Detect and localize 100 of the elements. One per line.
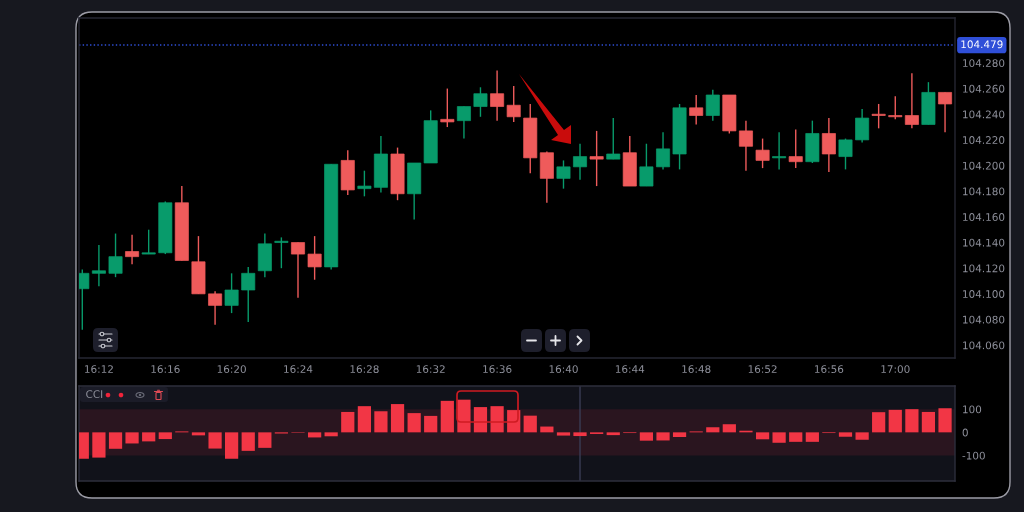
candlestick [490,69,505,122]
bar [208,432,222,449]
candlestick [506,85,521,123]
x-tick-label: 16:32 [416,365,445,374]
bar [755,432,770,440]
candlestick [871,103,886,130]
x-tick-label: 16:44 [615,365,645,374]
bar [905,409,919,433]
candlestick [755,137,770,169]
y-tick-label: 104.240 [963,110,1005,119]
x-tick-label: 16:40 [549,365,578,374]
candlestick [357,169,372,198]
y-tick-label: 104.280 [963,59,1005,68]
y-tick-label: 104.080 [963,315,1005,324]
bar [789,432,803,442]
x-tick-label: 16:52 [748,365,777,374]
text: 104.479 [961,40,1003,49]
y-tick-label: 104.160 [963,213,1005,221]
y-tick-label: 104.120 [963,264,1005,273]
bar [490,406,504,433]
bar [258,432,272,448]
candlestick [821,117,836,173]
bar [556,432,571,436]
x-tick-label: 16:48 [682,365,711,374]
bar [606,432,620,436]
bar [390,404,405,433]
bar [424,415,438,433]
bar [855,432,869,440]
candlestick [938,91,953,133]
bar [308,432,322,438]
x-tick-label: 16:56 [815,365,844,374]
candlestick [208,290,223,326]
bar [407,413,421,433]
candlestick [838,137,853,171]
y-tick-label: 104.220 [963,136,1005,144]
candlestick [556,159,571,190]
candlestick [639,143,654,187]
candlestick [108,232,123,278]
bar [938,408,952,433]
bar [473,407,488,433]
bar [921,411,936,433]
candlestick [573,143,587,181]
y-tick-label: 104.200 [963,161,1005,170]
candlestick [456,105,471,140]
y-tick-label: 100 [963,405,982,414]
bar [722,424,736,433]
bar [224,432,239,459]
candlestick [738,119,753,172]
y-tick-label: 0 [962,428,968,437]
bar [888,409,902,433]
candlestick [855,108,870,144]
bar [672,432,687,437]
bar [639,432,654,441]
bar [324,432,338,437]
candlestick [772,131,787,171]
bar [108,432,123,449]
bar [158,432,172,440]
x-tick-label: 17:00 [881,365,910,374]
bar [772,432,786,443]
x-tick-label: 16:36 [483,365,512,374]
bar [523,415,537,433]
bar [656,432,670,441]
bar [125,432,139,444]
y-tick-label: -100 [962,451,985,460]
bar [706,427,720,433]
bar [838,432,853,437]
candlestick [274,236,289,269]
candlestick [904,72,919,130]
x-tick-label: 16:24 [284,365,313,374]
candlestick [689,94,704,126]
x-tick-label: 16:16 [151,365,180,374]
bar [357,406,372,433]
y-tick-label: 104.260 [963,84,1005,93]
candlestick [473,86,488,118]
x-tick-label: 16:20 [217,365,246,374]
y-tick-label: 104.060 [963,341,1005,350]
bar [341,411,355,433]
candlestick [788,128,803,169]
candlestick [606,117,621,160]
candlestick [440,87,455,128]
chart-title: CCI [86,390,103,399]
candlestick [125,234,140,266]
bar [241,432,255,451]
candlestick [141,229,156,255]
y-tick-label: 104.140 [963,238,1005,247]
candlestick [307,235,322,281]
candlestick [656,131,670,171]
candlestick [241,266,256,323]
x-tick-label: 16:12 [85,365,113,374]
x-tick-label: 16:28 [350,365,379,374]
candlestick [888,95,903,121]
bar [191,432,206,436]
y-tick-label: 104.100 [963,290,1005,298]
candlestick [291,241,305,299]
candlestick [224,272,239,314]
bar [573,432,587,437]
bar [440,400,454,433]
candlestick [705,89,720,122]
bar [92,432,106,458]
candlestick [91,244,106,287]
